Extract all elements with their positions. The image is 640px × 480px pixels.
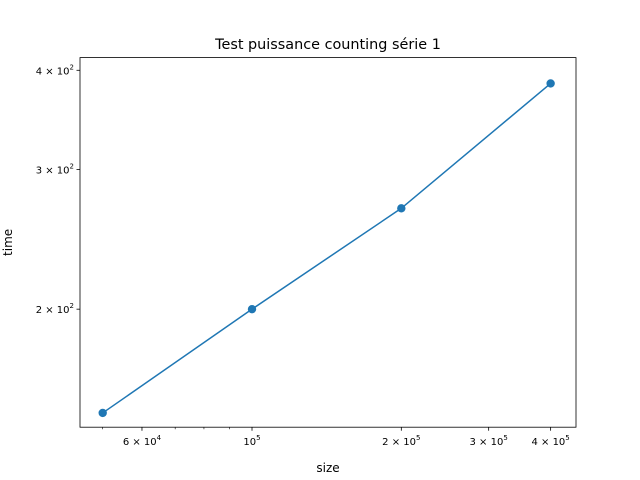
plot-area bbox=[80, 57, 576, 428]
tick-label-exponent: 5 bbox=[565, 434, 569, 442]
tick-label: 3 × 105 bbox=[470, 434, 508, 448]
tick-label: 3 × 102 bbox=[36, 162, 74, 176]
data-point bbox=[98, 408, 107, 418]
tick-label-exponent: 5 bbox=[256, 434, 260, 442]
tick-label-exponent: 4 bbox=[157, 434, 162, 442]
tick-label-exponent: 2 bbox=[70, 302, 74, 310]
y-axis-label: time bbox=[1, 229, 15, 256]
series-line bbox=[102, 82, 552, 414]
data-point bbox=[397, 204, 406, 213]
tick-label: 4 × 105 bbox=[531, 434, 569, 448]
tick-label-exponent: 2 bbox=[70, 162, 74, 170]
x-axis-ticks: 6 × 104 105 2 × 105 3 × 105 4 × 105 bbox=[102, 427, 570, 448]
tick-label: 2 × 102 bbox=[36, 302, 74, 316]
tick-label: 2 × 105 bbox=[382, 434, 420, 448]
series-markers bbox=[98, 79, 555, 418]
chart-title: Test puissance counting série 1 bbox=[214, 37, 441, 53]
tick-label: 4 × 102 bbox=[36, 63, 74, 77]
tick-label-exponent: 5 bbox=[416, 434, 420, 442]
tick-label-exponent: 5 bbox=[503, 434, 507, 442]
data-point bbox=[247, 304, 257, 314]
plot-frame bbox=[79, 57, 577, 428]
tick-label: 6 × 104 bbox=[123, 434, 162, 448]
y-axis-ticks: 2 × 102 3 × 102 4 × 102 bbox=[36, 63, 80, 316]
x-axis-label: size bbox=[316, 461, 339, 475]
data-point bbox=[546, 79, 555, 88]
tick-label-exponent: 2 bbox=[70, 63, 74, 71]
